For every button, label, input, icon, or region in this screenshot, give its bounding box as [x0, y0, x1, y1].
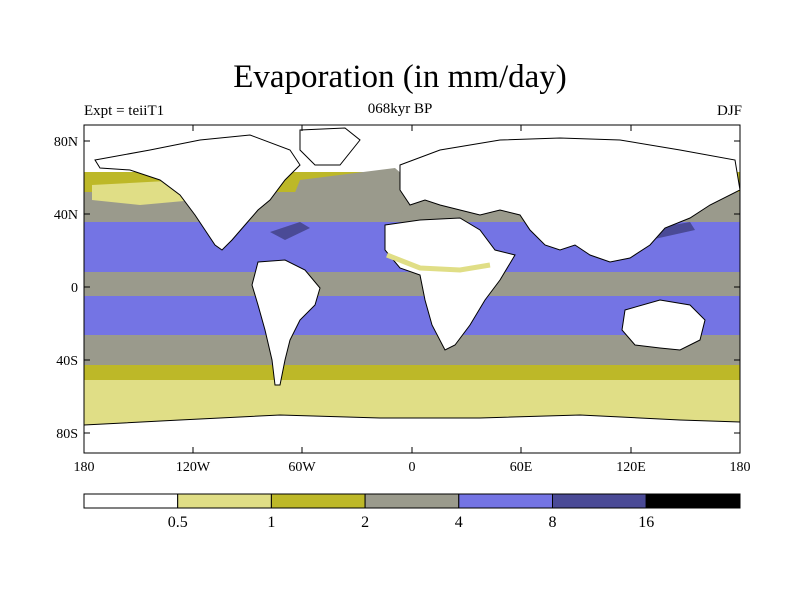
sahara-rim [386, 252, 491, 273]
lon-label-180e: 180 [730, 460, 751, 475]
africa [384, 217, 516, 351]
greenland [299, 127, 361, 166]
legend-label-16: 16 [638, 514, 654, 531]
legend-bar [83, 493, 741, 509]
lon-label-180w: 180 [74, 460, 95, 475]
map-area [84, 125, 740, 453]
map-subtitle: 068kyr BP [367, 101, 433, 117]
south-subtropical-band [84, 296, 740, 335]
legend-swatch-1 [83, 493, 179, 509]
latitude-axis: 80N 40N 0 40S 80S [54, 135, 740, 442]
lat-label-80s: 80S [56, 427, 78, 442]
legend-swatch-2 [177, 493, 272, 509]
experiment-label: Expt = teiiT1 [84, 103, 165, 119]
legend-label-2: 2 [361, 514, 369, 531]
legend-labels: 0.5 1 2 4 8 16 [168, 514, 655, 531]
north-america [94, 134, 301, 251]
eurasia [399, 137, 740, 263]
lon-label-120e: 120E [616, 460, 646, 475]
longitude-axis: 180 120W 60W 0 60E 120E 180 [74, 125, 751, 475]
lat-label-80n: 80N [54, 135, 78, 150]
legend-label-8: 8 [549, 514, 557, 531]
lat-label-40n: 40N [54, 208, 78, 223]
lon-label-120w: 120W [176, 460, 211, 475]
australia [621, 299, 706, 351]
gulf-stream-high [270, 222, 310, 240]
lat-label-0: 0 [71, 281, 78, 296]
south-america [251, 259, 321, 386]
lon-label-60w: 60W [288, 460, 316, 475]
continents [84, 127, 740, 453]
season-label: DJF [716, 103, 742, 119]
legend-label-0-5: 0.5 [168, 514, 188, 531]
legend-label-1: 1 [267, 514, 275, 531]
legend-swatch-7 [645, 493, 741, 509]
lon-label-60e: 60E [510, 460, 533, 475]
map-title: Evaporation (in mm/day) [233, 59, 567, 95]
north-atlantic-grey [290, 168, 420, 215]
legend-swatch-3 [270, 493, 366, 509]
lon-label-0: 0 [409, 460, 416, 475]
south-highlat-band [84, 365, 740, 380]
equatorial-band [84, 272, 740, 298]
antarctica [84, 414, 740, 453]
legend-swatch-4 [364, 493, 460, 509]
legend-swatch-5 [458, 493, 553, 509]
legend-label-4: 4 [455, 514, 463, 531]
lat-label-40s: 40S [56, 354, 78, 369]
legend-swatch-6 [552, 493, 647, 509]
